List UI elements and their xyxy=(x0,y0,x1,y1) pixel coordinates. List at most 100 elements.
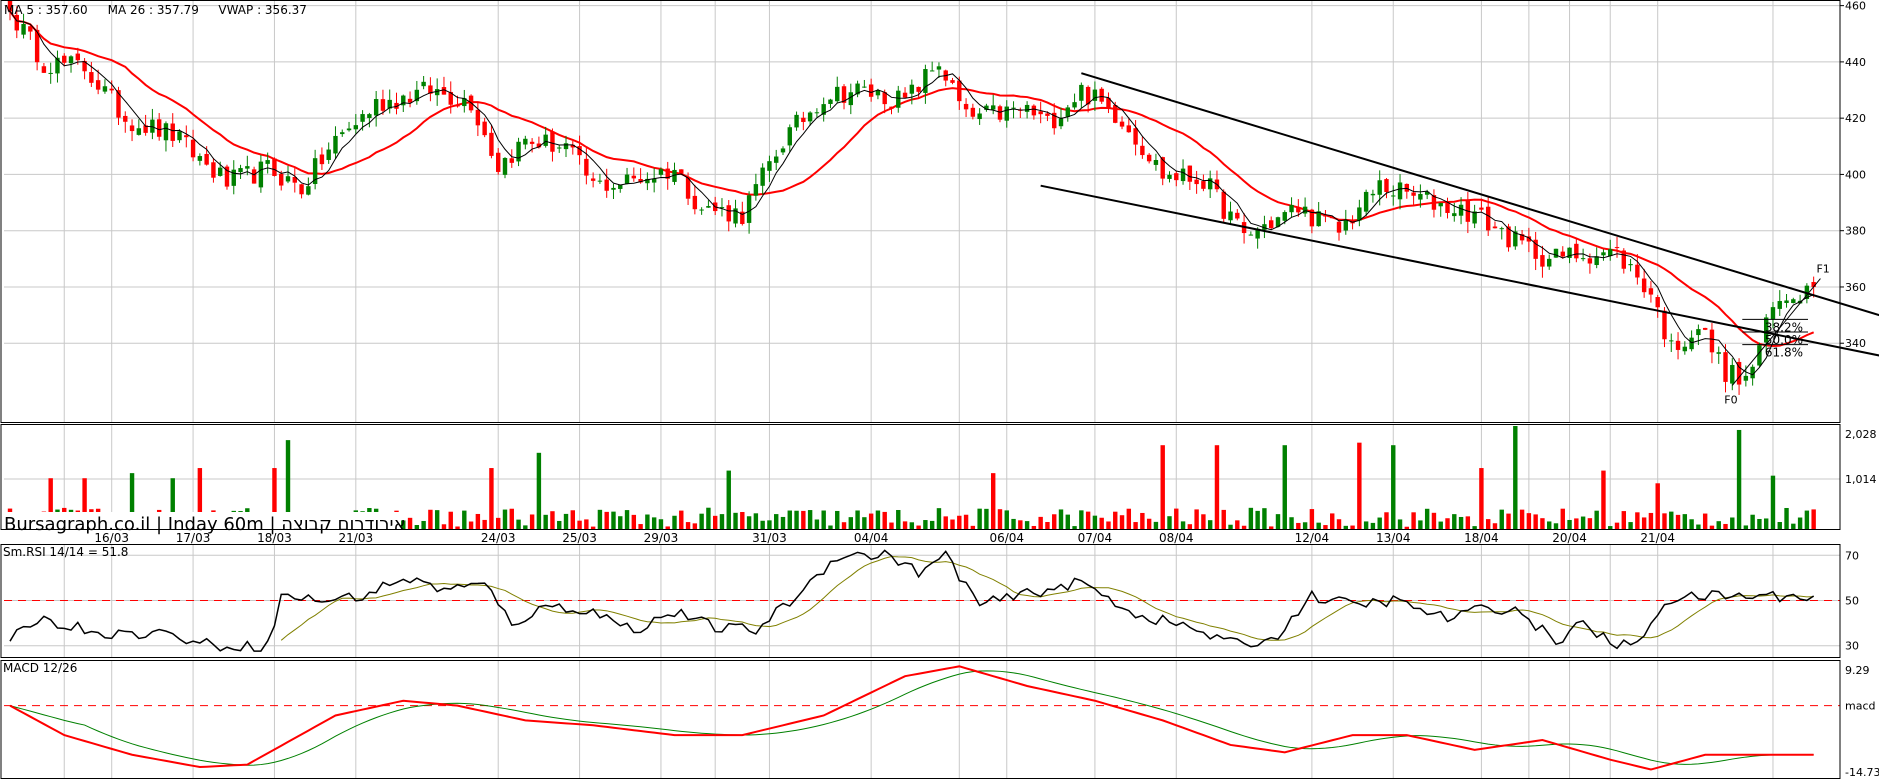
candle-body xyxy=(1540,255,1545,267)
trendline xyxy=(1040,184,1879,357)
candle-body xyxy=(1485,206,1491,231)
rsi-tick-label: 30 xyxy=(1845,640,1859,653)
candle-body xyxy=(292,176,297,183)
fibonacci-low-label: F0 xyxy=(1724,393,1737,406)
candle-body xyxy=(1275,217,1281,227)
candle-body xyxy=(482,121,487,136)
candle-body xyxy=(997,106,1003,120)
date-tick-label: 18/04 xyxy=(1464,531,1499,545)
volume-bar xyxy=(665,526,670,529)
volume-bar xyxy=(1682,514,1688,529)
candle-body xyxy=(1072,102,1077,108)
candle-body xyxy=(14,14,19,31)
candle-body xyxy=(516,141,521,162)
volume-bar xyxy=(753,513,759,529)
candle-body xyxy=(1085,86,1091,105)
volume-bar xyxy=(1614,522,1620,529)
volume-bar xyxy=(1580,516,1586,529)
volume-bar xyxy=(672,515,677,529)
candle-body xyxy=(1492,226,1498,229)
candle-body xyxy=(760,167,765,186)
candle-body xyxy=(645,178,650,184)
volume-bar xyxy=(1438,521,1443,529)
candle-body xyxy=(1472,211,1477,224)
volume-bar xyxy=(767,520,772,529)
candle-body xyxy=(312,158,318,184)
volume-bar xyxy=(434,510,440,529)
candle-body xyxy=(740,211,745,224)
candle-body xyxy=(509,158,514,163)
volume-bar xyxy=(1079,510,1084,529)
candle-body xyxy=(1330,217,1335,219)
candle-body xyxy=(1404,183,1410,192)
candle-body xyxy=(1031,105,1037,116)
candle-body xyxy=(1682,346,1688,352)
volume-bar xyxy=(1187,524,1193,529)
volume-bar xyxy=(1635,512,1640,529)
candle-body xyxy=(936,66,942,70)
candle-body xyxy=(360,114,365,122)
candle-body xyxy=(109,88,114,91)
candle-body xyxy=(1594,256,1599,266)
rsi-panel: Sm.RSI 14/14 = 51.8 70 50 30 xyxy=(3,545,1859,653)
candle-body xyxy=(116,90,121,118)
candle-body xyxy=(211,162,216,178)
volume-bar xyxy=(1024,521,1030,529)
volume-bar xyxy=(475,513,481,529)
candle-body xyxy=(1601,252,1606,256)
volume-bar xyxy=(1777,522,1782,529)
candle-body xyxy=(1228,211,1233,221)
volume-bar xyxy=(950,519,955,529)
volume-bar xyxy=(1221,509,1226,529)
candle-body xyxy=(868,84,874,97)
volume-bar xyxy=(896,509,901,529)
volume-bar xyxy=(1709,525,1715,529)
volume-bar xyxy=(407,517,413,529)
volume-bar xyxy=(1262,508,1267,529)
volume-bar xyxy=(1567,519,1572,529)
volume-bar xyxy=(855,510,860,529)
volume-bar xyxy=(733,512,738,529)
candle-body xyxy=(1770,307,1776,320)
candle-body xyxy=(1736,361,1742,385)
candle-body xyxy=(170,123,175,141)
candle-body xyxy=(1669,340,1674,342)
volume-bar xyxy=(1160,445,1165,529)
volume-bar xyxy=(1540,518,1545,529)
candle-body xyxy=(1038,111,1043,115)
volume-bar xyxy=(929,520,935,529)
volume-bar xyxy=(1350,525,1355,529)
date-tick-label: 18/03 xyxy=(257,531,292,545)
candle-body xyxy=(1282,212,1287,221)
volume-bar xyxy=(821,510,826,529)
candle-body xyxy=(1248,234,1254,236)
volume-bar xyxy=(1560,508,1565,529)
ma5-line-group xyxy=(9,10,1814,376)
volume-bar xyxy=(197,468,203,529)
volume-bar xyxy=(1323,525,1328,529)
date-tick-label: 08/04 xyxy=(1159,531,1194,545)
candlesticks xyxy=(7,0,1816,395)
candle-body xyxy=(502,157,508,175)
candle-body xyxy=(258,161,264,188)
volume-bar xyxy=(1031,525,1037,529)
volume-bar xyxy=(1628,522,1633,529)
candle-body xyxy=(909,84,915,94)
date-tick-label: 31/03 xyxy=(752,531,787,545)
candle-body xyxy=(441,87,447,95)
volume-bar xyxy=(1228,524,1233,529)
volume-bar xyxy=(1696,524,1701,529)
candle-body xyxy=(746,195,752,223)
volume-bar xyxy=(1743,525,1749,529)
candle-body xyxy=(496,152,501,172)
volume-bar xyxy=(1621,511,1627,529)
candle-body xyxy=(563,143,569,150)
volume-bar xyxy=(1363,521,1369,529)
volume-bar xyxy=(1133,522,1138,529)
candle-body xyxy=(1126,125,1132,133)
volume-bar xyxy=(1207,520,1213,529)
volume-bar xyxy=(1269,526,1274,529)
candle-body xyxy=(1377,180,1382,195)
candle-body xyxy=(529,141,535,144)
candle-body xyxy=(902,92,908,98)
